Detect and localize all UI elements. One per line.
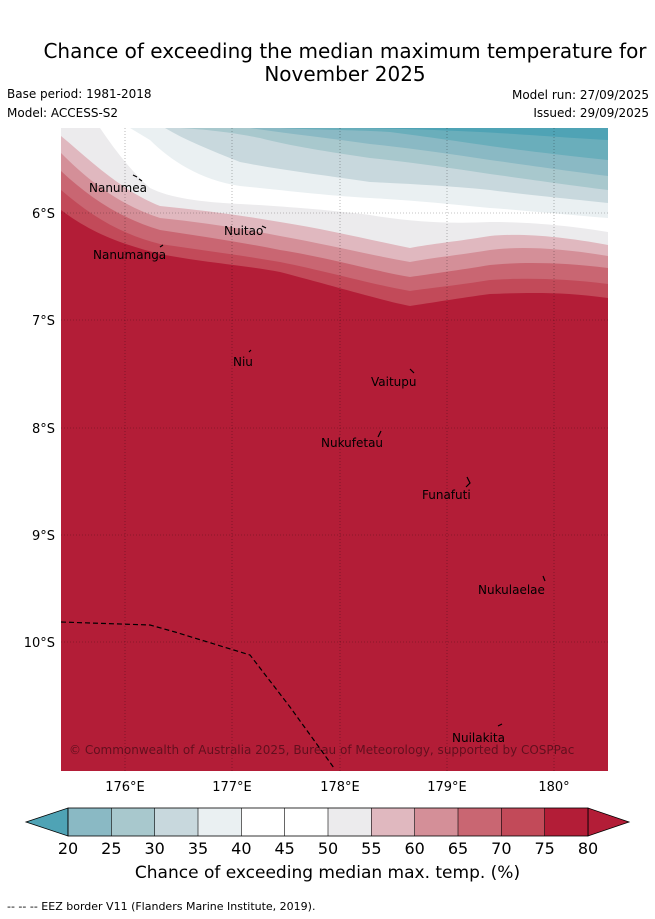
lon-label-179e: 179°E [427, 780, 467, 795]
title-line-2: November 2025 [264, 62, 426, 86]
place-label-nuitao: Nuitao [224, 224, 263, 238]
colorbar-tick-30: 30 [144, 839, 164, 858]
issued-date: Issued: 29/09/2025 [533, 106, 649, 120]
eez-border-line [61, 621, 335, 769]
colorbar-swatch-20-25 [68, 808, 112, 836]
colorbar-tick-40: 40 [231, 839, 251, 858]
colorbar-swatch-60-65 [414, 808, 458, 836]
island-nukulaelae-shape [542, 575, 546, 582]
island-nuilakita-shape [497, 723, 503, 727]
island-funafuti-shape [465, 476, 471, 488]
colorbar-swatch-75-80 [544, 808, 588, 836]
colorbar-tick-50: 50 [318, 839, 338, 858]
island-nanumanga-shape [159, 244, 164, 248]
place-label-nanumea: Nanumea [89, 181, 147, 195]
place-labels: Nanumea Nuitao Nanumanga Niu Vaitupu Nuk… [89, 181, 545, 745]
colorbar-swatch-35-40 [198, 808, 242, 836]
colorbar-tick-60: 60 [404, 839, 424, 858]
model-name: Model: ACCESS-S2 [7, 106, 119, 120]
colorbar-extend-high [587, 807, 631, 837]
place-label-nanumanga: Nanumanga [93, 248, 166, 262]
island-outlines [132, 174, 546, 727]
colorbar-extend-low [24, 807, 69, 837]
map-plot-area: Nanumea Nuitao Nanumanga Niu Vaitupu Nuk… [61, 128, 608, 771]
graticule [61, 128, 608, 771]
place-label-nuilakita: Nuilakita [452, 731, 505, 745]
colorbar-swatch-25-30 [111, 808, 155, 836]
colorbar-swatch-55-60 [371, 808, 415, 836]
colorbar-tick-20: 20 [58, 839, 78, 858]
latitude-axis-labels: 6°S 7°S 8°S 9°S 10°S [24, 207, 55, 651]
colorbar-tick-25: 25 [101, 839, 121, 858]
model-run: Model run: 27/09/2025 [511, 88, 649, 102]
colorbar-title: Chance of exceeding median max. temp. (%… [134, 863, 521, 883]
map-title: Chance of exceeding the median maximum t… [0, 40, 655, 86]
colorbar-swatch-65-70 [458, 808, 502, 836]
island-vaitupu-shape [409, 368, 415, 374]
lon-label-177e: 177°E [212, 780, 252, 795]
colorbar-swatch-40-45 [241, 808, 285, 836]
place-label-nukulaelae: Nukulaelae [478, 583, 545, 597]
lon-label-178e: 178°E [320, 780, 360, 795]
place-label-funafuti: Funafuti [422, 488, 471, 502]
colorbar-tick-70: 70 [491, 839, 511, 858]
place-label-nukufetau: Nukufetau [321, 436, 383, 450]
lon-label-180: 180° [538, 780, 569, 795]
island-nukufetau-shape [377, 430, 382, 438]
colorbar-swatch-45-50 [284, 808, 328, 836]
lon-label-176e: 176°E [105, 780, 145, 795]
colorbar-swatch-70-75 [501, 808, 545, 836]
lat-label-8s: 8°S [32, 422, 55, 437]
lat-label-7s: 7°S [32, 314, 55, 329]
place-label-niu: Niu [233, 355, 253, 369]
colorbar-tick-75: 75 [534, 839, 554, 858]
place-label-vaitupu: Vaitupu [371, 375, 417, 389]
colorbar-tick-55: 55 [361, 839, 381, 858]
colorbar-tick-65: 65 [448, 839, 468, 858]
colorbar: 20 25 30 35 40 45 50 55 60 65 70 75 80 [24, 807, 631, 858]
lat-label-6s: 6°S [32, 207, 55, 222]
colorbar-tick-80: 80 [578, 839, 598, 858]
lat-label-10s: 10°S [24, 636, 55, 651]
eez-footnote: -- -- -- EEZ border V11 (Flanders Marine… [7, 900, 316, 913]
contour-band-20-25 [250, 128, 608, 160]
longitude-axis-labels: 176°E 177°E 178°E 179°E 180° [105, 780, 569, 795]
colorbar-tick-45: 45 [274, 839, 294, 858]
island-nanumea-shape [132, 174, 143, 182]
lat-label-9s: 9°S [32, 529, 55, 544]
base-period: Base period: 1981-2018 [7, 87, 152, 101]
colorbar-swatch-50-55 [328, 808, 372, 836]
island-niu-shape [248, 349, 252, 353]
contour-band-below-20 [330, 128, 608, 140]
copyright-notice: © Commonwealth of Australia 2025, Bureau… [69, 743, 574, 757]
title-line-1: Chance of exceeding the median maximum t… [43, 39, 647, 63]
colorbar-swatch-30-35 [154, 808, 198, 836]
island-nuitao-shape [261, 225, 267, 229]
colorbar-tick-35: 35 [188, 839, 208, 858]
